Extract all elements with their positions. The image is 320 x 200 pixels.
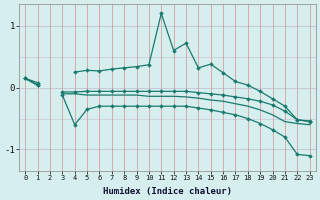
X-axis label: Humidex (Indice chaleur): Humidex (Indice chaleur): [103, 187, 232, 196]
